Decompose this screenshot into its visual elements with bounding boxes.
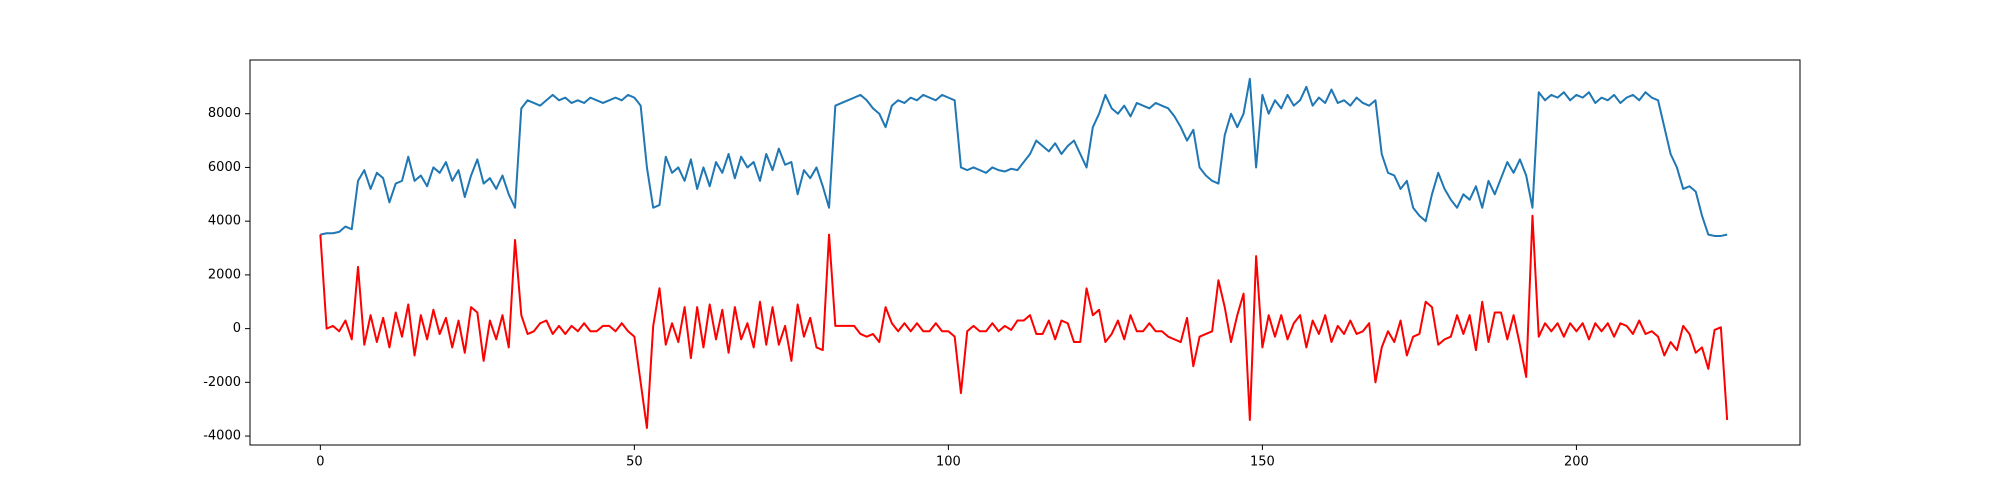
y-tick-label: 8000 — [208, 106, 241, 121]
y-tick-label: 6000 — [208, 160, 241, 175]
line-series — [320, 77, 1728, 237]
x-tick-label: 200 — [1564, 455, 1589, 470]
x-tick-label: 150 — [1250, 455, 1275, 470]
plot-frame — [249, 59, 1801, 446]
y-tick-label: 2000 — [208, 267, 241, 282]
y-tick-label: -2000 — [203, 375, 241, 390]
x-tick-label: 0 — [316, 455, 324, 470]
y-tick-label: -4000 — [203, 429, 241, 444]
y-tick-label: 4000 — [208, 214, 241, 229]
line-series — [319, 214, 1729, 429]
x-tick-label: 100 — [936, 455, 961, 470]
y-tick-label: 0 — [233, 321, 241, 336]
x-tick-label: 50 — [626, 455, 643, 470]
